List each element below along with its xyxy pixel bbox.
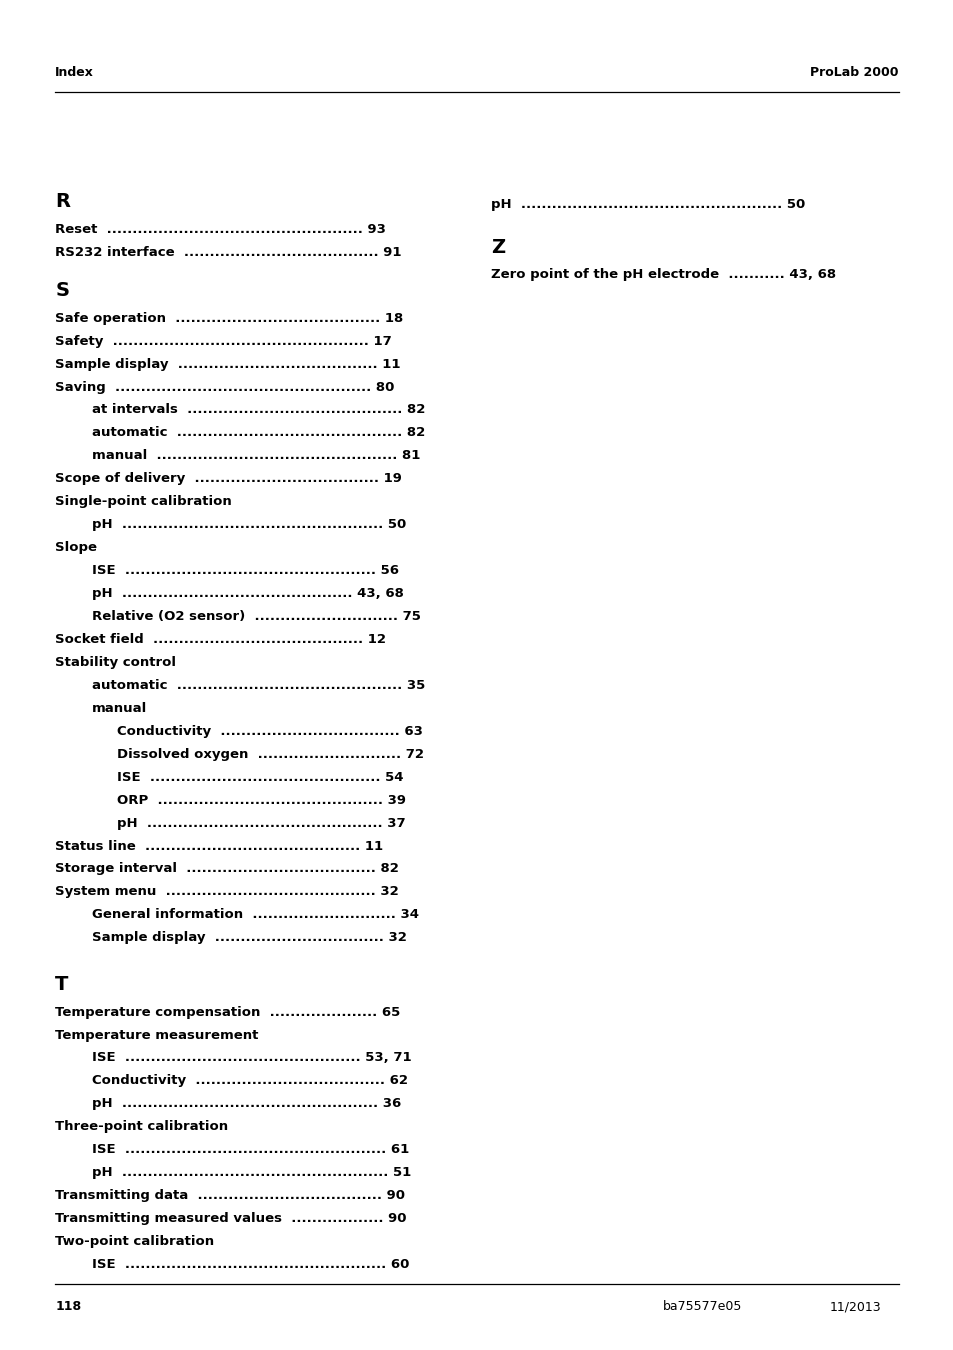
Text: Status line  .......................................... 11: Status line ............................…	[55, 840, 383, 853]
Text: automatic  ............................................ 82: automatic ..............................…	[91, 427, 424, 440]
Text: Storage interval  ..................................... 82: Storage interval .......................…	[55, 863, 398, 876]
Text: ProLab 2000: ProLab 2000	[809, 66, 898, 78]
Text: pH  .................................................. 36: pH .....................................…	[91, 1098, 400, 1110]
Text: Z: Z	[491, 238, 505, 256]
Text: T: T	[55, 975, 69, 994]
Text: Transmitting data  .................................... 90: Transmitting data ......................…	[55, 1189, 405, 1203]
Text: RS232 interface  ...................................... 91: RS232 interface ........................…	[55, 246, 401, 259]
Text: ISE  ............................................. 54: ISE ....................................…	[117, 771, 403, 783]
Text: automatic  ............................................ 35: automatic ..............................…	[91, 679, 424, 691]
Text: Safe operation  ........................................ 18: Safe operation .........................…	[55, 312, 403, 325]
Text: Temperature compensation  ..................... 65: Temperature compensation ...............…	[55, 1006, 400, 1018]
Text: Saving  .................................................. 80: Saving .................................…	[55, 381, 395, 394]
Text: Temperature measurement: Temperature measurement	[55, 1029, 258, 1042]
Text: Two-point calibration: Two-point calibration	[55, 1235, 214, 1247]
Text: Slope: Slope	[55, 541, 97, 554]
Text: ISE  .............................................. 53, 71: ISE ....................................…	[91, 1052, 411, 1064]
Text: at intervals  .......................................... 82: at intervals ...........................…	[91, 404, 424, 416]
Text: ba75577e05: ba75577e05	[662, 1300, 741, 1314]
Text: Three-point calibration: Three-point calibration	[55, 1120, 228, 1134]
Text: Relative (O2 sensor)  ............................ 75: Relative (O2 sensor) ...................…	[91, 610, 420, 624]
Text: 11/2013: 11/2013	[829, 1300, 881, 1314]
Text: Stability control: Stability control	[55, 656, 176, 670]
Text: Scope of delivery  .................................... 19: Scope of delivery ......................…	[55, 472, 402, 486]
Text: R: R	[55, 192, 71, 211]
Text: ISE  ................................................... 60: ISE ....................................…	[91, 1258, 409, 1272]
Text: Transmitting measured values  .................. 90: Transmitting measured values ...........…	[55, 1212, 406, 1226]
Text: pH  ................................................... 50: pH .....................................…	[91, 518, 405, 531]
Text: Dissolved oxygen  ............................ 72: Dissolved oxygen .......................…	[117, 748, 424, 761]
Text: System menu  ......................................... 32: System menu ............................…	[55, 886, 398, 899]
Text: Sample display  ................................. 32: Sample display .........................…	[91, 931, 406, 945]
Text: Socket field  ......................................... 12: Socket field ...........................…	[55, 633, 386, 647]
Text: manual  ............................................... 81: manual .................................…	[91, 450, 419, 462]
Text: Single-point calibration: Single-point calibration	[55, 495, 232, 509]
Text: ORP  ............................................ 39: ORP ....................................…	[117, 794, 406, 807]
Text: Safety  .................................................. 17: Safety .................................…	[55, 335, 392, 347]
Text: Sample display  ....................................... 11: Sample display .........................…	[55, 358, 400, 370]
Text: pH  .............................................. 37: pH .....................................…	[117, 817, 406, 829]
Text: manual: manual	[91, 702, 147, 716]
Text: 118: 118	[55, 1300, 81, 1314]
Text: Zero point of the pH electrode  ........... 43, 68: Zero point of the pH electrode .........…	[491, 269, 836, 282]
Text: General information  ............................ 34: General information ....................…	[91, 909, 418, 921]
Text: Index: Index	[55, 66, 94, 78]
Text: ISE  ................................................... 61: ISE ....................................…	[91, 1143, 409, 1156]
Text: Conductivity  ..................................... 62: Conductivity ...........................…	[91, 1075, 407, 1088]
Text: pH  .................................................... 51: pH .....................................…	[91, 1166, 411, 1180]
Text: ISE  ................................................. 56: ISE ....................................…	[91, 564, 398, 578]
Text: pH  ................................................... 50: pH .....................................…	[491, 198, 804, 211]
Text: pH  ............................................. 43, 68: pH .....................................…	[91, 587, 403, 599]
Text: Reset  .................................................. 93: Reset ..................................…	[55, 223, 386, 236]
Text: Conductivity  ................................... 63: Conductivity ...........................…	[117, 725, 423, 737]
Text: S: S	[55, 281, 70, 301]
